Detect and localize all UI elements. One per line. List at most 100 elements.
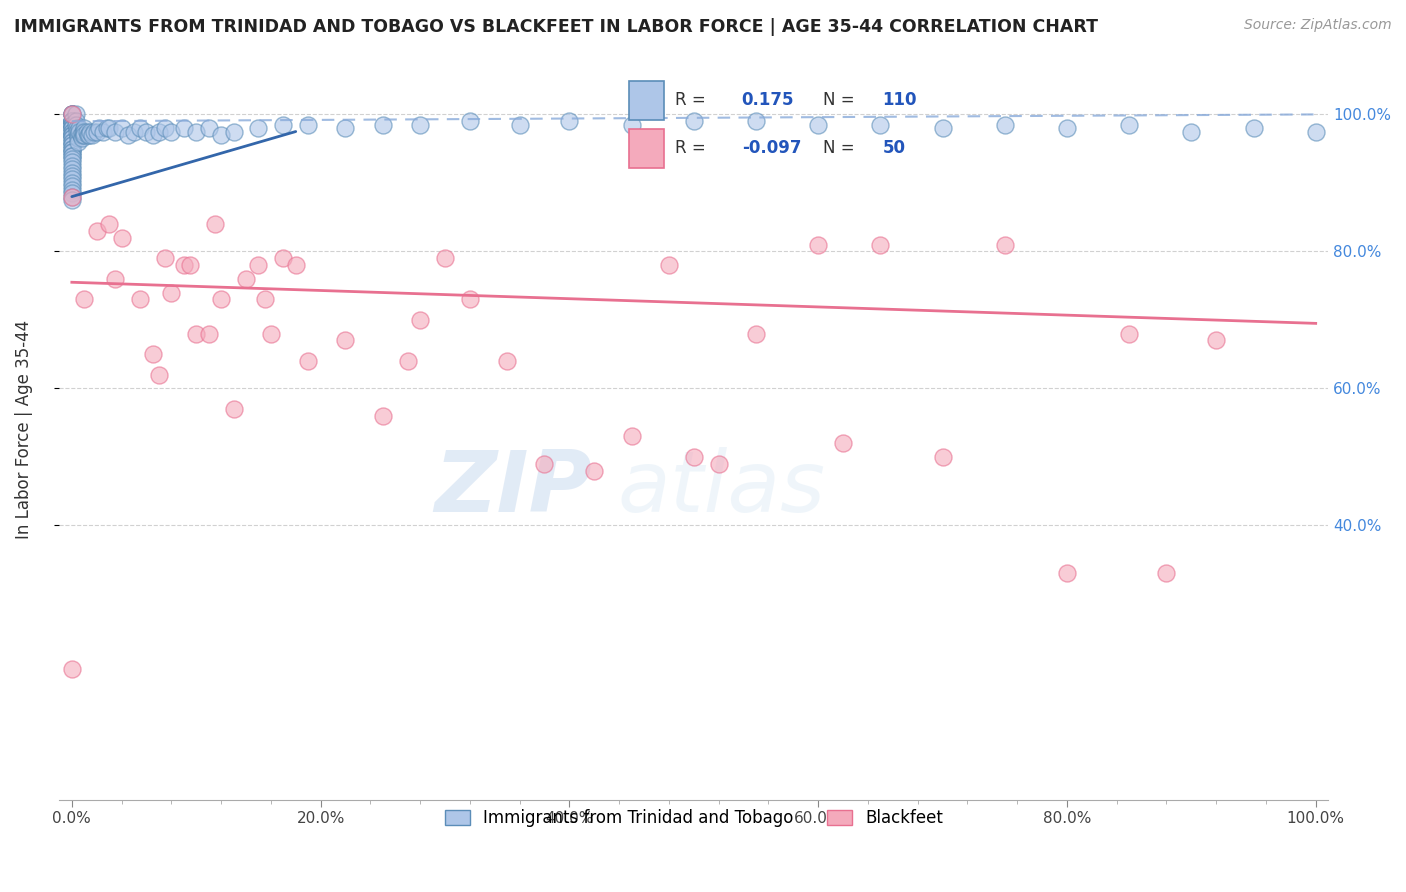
Point	[658, 258, 681, 272]
Point	[60, 135, 83, 149]
Point	[96, 121, 118, 136]
Point	[60, 148, 83, 162]
Point	[60, 128, 83, 142]
Point	[60, 128, 83, 142]
Point	[60, 131, 83, 145]
Point	[76, 124, 98, 138]
Text: IMMIGRANTS FROM TRINIDAD AND TOBAGO VS BLACKFEET IN LABOR FORCE | AGE 35-44 CORR: IMMIGRANTS FROM TRINIDAD AND TOBAGO VS B…	[14, 18, 1098, 36]
Point	[1243, 121, 1265, 136]
Point	[77, 128, 100, 142]
Point	[142, 128, 165, 142]
Point	[60, 159, 83, 173]
Point	[122, 124, 145, 138]
Point	[222, 402, 245, 417]
Point	[869, 118, 891, 132]
Point	[60, 179, 83, 194]
Point	[73, 293, 96, 307]
Point	[60, 114, 83, 128]
Point	[745, 326, 768, 341]
Point	[60, 131, 83, 145]
Point	[135, 124, 157, 138]
Point	[65, 107, 87, 121]
Point	[67, 135, 90, 149]
Point	[60, 118, 83, 132]
Text: 0.175: 0.175	[742, 91, 794, 109]
Legend: Immigrants from Trinidad and Tobago, Blackfeet: Immigrants from Trinidad and Tobago, Bla…	[436, 801, 952, 836]
Point	[104, 124, 127, 138]
Point	[297, 354, 319, 368]
Point	[60, 107, 83, 121]
Point	[271, 252, 294, 266]
Point	[60, 121, 83, 136]
Point	[60, 138, 83, 153]
Point	[60, 193, 83, 207]
Text: Source: ZipAtlas.com: Source: ZipAtlas.com	[1244, 18, 1392, 32]
Point	[79, 124, 101, 138]
Point	[91, 124, 114, 138]
Point	[335, 121, 357, 136]
Point	[869, 237, 891, 252]
Point	[60, 128, 83, 142]
Point	[73, 121, 96, 136]
Text: 50: 50	[883, 139, 905, 157]
Point	[98, 217, 121, 231]
Point	[60, 138, 83, 153]
Point	[260, 326, 283, 341]
Text: N =: N =	[823, 91, 853, 109]
Point	[60, 662, 83, 676]
Point	[271, 118, 294, 132]
Point	[72, 128, 94, 142]
Point	[67, 124, 90, 138]
Point	[160, 285, 183, 300]
Point	[60, 176, 83, 190]
Point	[558, 114, 581, 128]
Point	[89, 121, 111, 136]
Point	[60, 145, 83, 160]
Point	[60, 152, 83, 166]
Point	[682, 114, 704, 128]
Point	[60, 186, 83, 201]
Point	[60, 107, 83, 121]
Point	[682, 450, 704, 464]
Y-axis label: In Labor Force | Age 35-44: In Labor Force | Age 35-44	[15, 320, 32, 539]
Point	[60, 114, 83, 128]
Point	[77, 128, 100, 142]
Point	[832, 436, 855, 450]
Point	[60, 107, 83, 121]
Point	[72, 124, 94, 138]
Point	[66, 121, 89, 136]
Point	[160, 124, 183, 138]
Point	[70, 131, 93, 145]
Point	[335, 334, 357, 348]
Point	[209, 128, 232, 142]
Point	[371, 118, 394, 132]
Point	[129, 293, 152, 307]
Point	[253, 293, 276, 307]
Point	[83, 124, 105, 138]
Point	[994, 237, 1017, 252]
Point	[458, 114, 481, 128]
Point	[994, 118, 1017, 132]
Point	[60, 142, 83, 156]
Point	[60, 155, 83, 169]
Point	[620, 429, 643, 443]
Point	[297, 118, 319, 132]
Point	[60, 114, 83, 128]
Point	[931, 121, 953, 136]
Point	[153, 121, 176, 136]
Point	[173, 121, 195, 136]
Point	[60, 183, 83, 197]
Text: N =: N =	[823, 139, 853, 157]
Point	[117, 128, 139, 142]
Point	[60, 114, 83, 128]
Point	[371, 409, 394, 423]
Point	[1118, 118, 1140, 132]
Point	[186, 326, 208, 341]
Point	[707, 457, 730, 471]
Point	[66, 124, 89, 138]
Point	[204, 217, 226, 231]
Point	[110, 121, 132, 136]
Point	[60, 118, 83, 132]
Point	[80, 128, 103, 142]
Point	[60, 189, 83, 203]
